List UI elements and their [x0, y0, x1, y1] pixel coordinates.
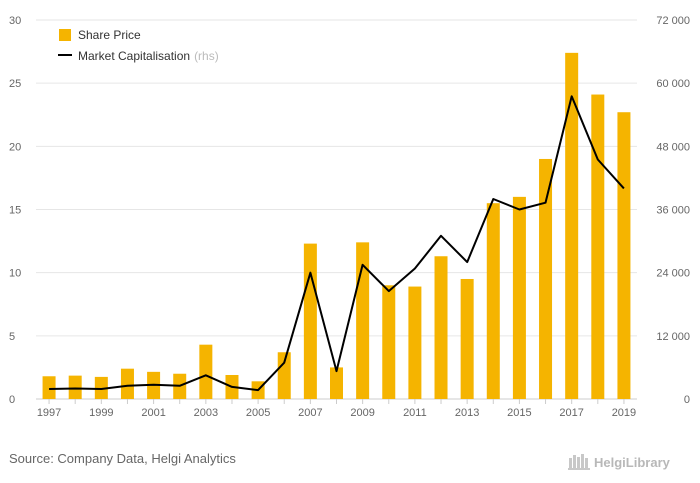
- y-right-tick-label: 0: [684, 394, 690, 406]
- helgi-library-logo: HelgiLibrary: [568, 454, 671, 470]
- legend-label-share-price: Share Price: [78, 28, 141, 42]
- y-left-tick-label: 5: [9, 331, 15, 343]
- y-left-tick-label: 20: [9, 141, 21, 153]
- y-right-axis: 0 12 000 24 000 36 000 48 000 60 000 72 000: [656, 15, 690, 406]
- legend-label-market-cap: Market Capitalisation (rhs): [78, 49, 219, 63]
- y-right-tick-label: 72 000: [656, 15, 690, 27]
- x-tick-label: 2003: [194, 407, 218, 419]
- logo-text: HelgiLibrary: [594, 455, 671, 470]
- y-right-tick-label: 48 000: [656, 141, 690, 153]
- share-price-bar: [460, 278, 474, 399]
- y-left-tick-label: 15: [9, 205, 21, 217]
- share-price-bar: [42, 376, 56, 399]
- share-price-bar: [199, 344, 213, 399]
- share-price-bar: [539, 158, 553, 399]
- share-price-bar: [68, 375, 82, 399]
- y-left-tick-label: 30: [9, 15, 21, 27]
- library-icon: [568, 454, 590, 470]
- gridlines: [36, 19, 637, 400]
- legend-label-market-cap-name: Market Capitalisation: [78, 49, 190, 63]
- x-tick-label: 1999: [89, 407, 113, 419]
- x-tick-label: 2005: [246, 407, 270, 419]
- y-right-tick-label: 24 000: [656, 268, 690, 280]
- legend: Share Price Market Capitalisation (rhs): [58, 28, 219, 63]
- market-cap-line-group: [49, 95, 625, 392]
- y-right-tick-label: 36 000: [656, 205, 690, 217]
- x-tick-label: 2013: [455, 407, 479, 419]
- share-price-bars: [42, 52, 631, 400]
- x-axis-ticks: 1997 1999 2001 2003 2005 2007 2009 2011 2013 2015…: [37, 399, 636, 419]
- share-price-bar: [512, 196, 526, 399]
- share-price-bar: [120, 368, 134, 399]
- y-left-tick-label: 10: [9, 268, 21, 280]
- legend-label-rhs-note: (rhs): [194, 49, 219, 63]
- x-tick-label: 2009: [350, 407, 374, 419]
- share-price-bar: [486, 203, 500, 399]
- share-price-bar: [617, 112, 631, 400]
- x-tick-label: 1997: [37, 407, 61, 419]
- y-right-tick-label: 12 000: [656, 331, 690, 343]
- y-left-tick-label: 0: [9, 394, 15, 406]
- x-tick-label: 2017: [559, 407, 583, 419]
- share-price-bar: [591, 94, 605, 399]
- x-tick-label: 2007: [298, 407, 322, 419]
- share-price-bar: [434, 256, 448, 399]
- share-price-bar: [94, 376, 108, 399]
- x-tick-label: 2015: [507, 407, 531, 419]
- y-left-axis: 0 5 10 15 20 25 30: [9, 15, 21, 406]
- share-price-bar: [382, 285, 396, 399]
- y-left-tick-label: 25: [9, 78, 21, 90]
- legend-swatch-share-price: [59, 29, 71, 41]
- share-price-bar: [277, 352, 291, 399]
- share-price-bar: [565, 52, 579, 399]
- share-price-bar: [330, 367, 343, 399]
- source-text: Source: Company Data, Helgi Analytics: [9, 451, 236, 466]
- x-tick-label: 2001: [141, 407, 165, 419]
- x-tick-label: 2011: [403, 407, 427, 419]
- y-right-tick-label: 60 000: [656, 78, 690, 90]
- share-price-bar: [408, 286, 422, 399]
- market-cap-line: [49, 95, 625, 392]
- share-price-bar: [303, 243, 317, 399]
- x-tick-label: 2019: [612, 407, 636, 419]
